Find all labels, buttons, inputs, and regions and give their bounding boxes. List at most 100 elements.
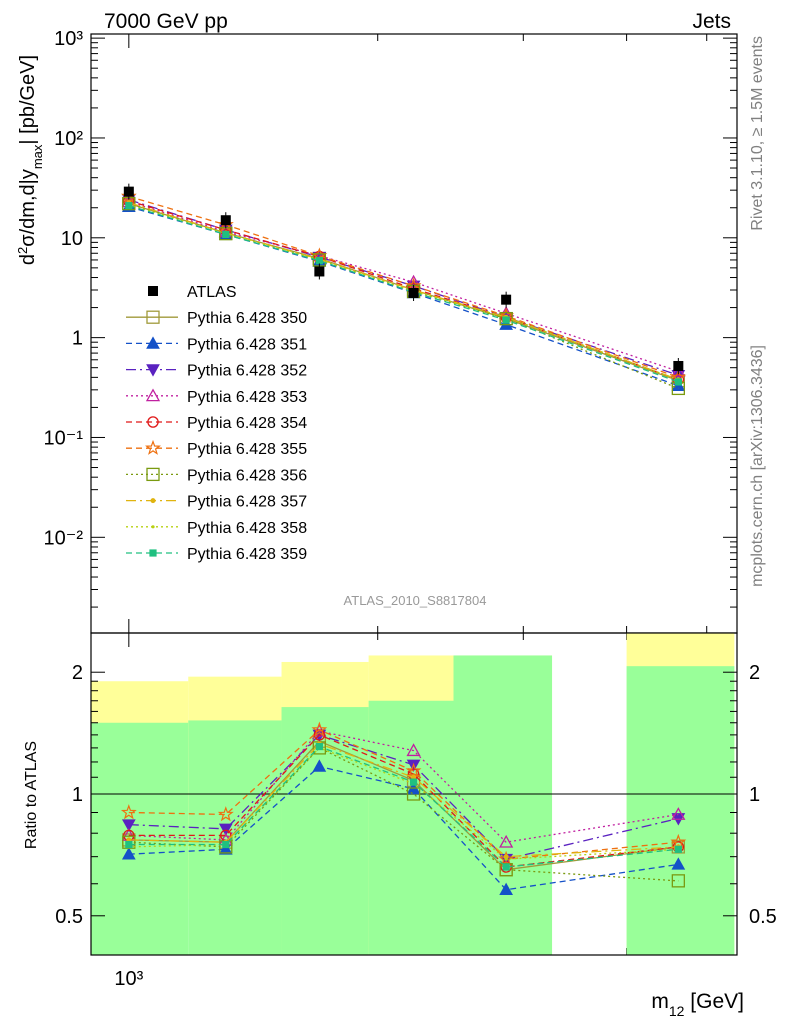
series-line	[128, 204, 679, 383]
ratio-line	[128, 743, 679, 858]
ratio-y-axis-label: Ratio to ATLAS	[23, 741, 40, 849]
collision-label: 7000 GeV pp	[104, 10, 228, 33]
data-point	[408, 287, 419, 298]
y-tick-label: 10⁻¹	[44, 427, 84, 449]
data-point	[217, 806, 234, 822]
data-point	[220, 215, 231, 226]
legend-label: Pythia 6.428 350	[187, 310, 307, 327]
data-point	[147, 416, 159, 428]
data-point	[218, 842, 233, 855]
ratio-y-tick-label-right: 2	[749, 662, 760, 684]
rivet-version-label: Rivet 3.1.10, ≥ 1.5M events	[749, 36, 766, 231]
data-point	[499, 882, 513, 896]
y-tick-label: 10	[61, 228, 83, 250]
ratio-line	[128, 745, 679, 868]
data-point	[120, 804, 137, 820]
data-point	[123, 186, 134, 197]
ratio-line	[128, 730, 679, 843]
ratio-line	[128, 747, 679, 882]
legend-label: Pythia 6.428 352	[187, 363, 307, 380]
data-point	[315, 742, 323, 751]
data-point	[149, 549, 157, 557]
legend-label: ATLAS	[187, 284, 237, 301]
ratio-y-tick-label: 0.5	[55, 906, 83, 928]
main-frame	[90, 33, 738, 634]
data-point	[150, 498, 156, 504]
legend-label: Pythia 6.428 353	[187, 389, 307, 406]
data-point	[121, 819, 136, 832]
y-tick-label: 1	[72, 328, 83, 350]
data-point	[312, 759, 327, 772]
data-point	[146, 310, 160, 324]
data-point	[501, 294, 512, 305]
legend-label: Pythia 6.428 351	[187, 336, 307, 353]
data-point	[315, 257, 323, 265]
legend-label: Pythia 6.428 359	[187, 546, 307, 563]
series-line	[128, 201, 679, 381]
data-point	[125, 202, 133, 210]
data-point	[503, 854, 509, 860]
uncertainty-band-green	[626, 666, 735, 955]
main-y-axis-label: d2σ/dm,d|ymax| [pb/GeV]	[15, 55, 45, 265]
data-point	[498, 850, 515, 866]
data-point	[674, 845, 682, 853]
data-point	[222, 230, 230, 239]
data-point	[222, 840, 230, 849]
data-point	[499, 834, 514, 848]
y-tick-label: 10³	[54, 28, 83, 50]
data-point	[409, 778, 418, 786]
data-point	[218, 823, 233, 836]
ratio-y-tick-label: 1	[72, 784, 83, 806]
y-tick-label: 10²	[54, 128, 83, 150]
data-point	[502, 316, 510, 324]
data-point	[671, 857, 686, 870]
series-line	[128, 195, 679, 379]
data-point	[673, 360, 684, 371]
data-point	[671, 807, 686, 820]
ratio-y-tick-label-right: 1	[749, 784, 760, 806]
ratio-line	[128, 734, 679, 860]
ratio-y-tick-label: 2	[72, 662, 83, 684]
uncertainty-band-green	[368, 700, 454, 955]
data-point	[406, 743, 421, 757]
data-point	[504, 857, 508, 861]
ratio-line	[128, 765, 679, 891]
data-point	[411, 774, 417, 780]
analysis-label: ATLAS_2010_S8817804	[344, 593, 487, 608]
data-point	[145, 439, 161, 455]
data-point	[148, 286, 158, 296]
legend-label: Pythia 6.428 356	[187, 467, 307, 484]
data-point	[406, 787, 421, 801]
data-point	[314, 266, 325, 277]
uncertainty-band-green	[453, 655, 553, 955]
data-point	[151, 525, 155, 529]
x-axis-label: m12 [GeV]	[651, 990, 744, 1019]
x-tick-label: 10³	[114, 968, 143, 990]
legend: ATLAS Pythia 6.428 350 Pythia 6.428 351 Pyt…	[126, 284, 307, 563]
data-point	[121, 847, 136, 860]
mcplots-source-label: mcplots.cern.ch [arXiv:1306.3436]	[749, 345, 766, 587]
ratio-line	[128, 729, 679, 860]
uncertainty-band-green	[91, 722, 189, 955]
y-tick-label: 10⁻²	[44, 527, 84, 549]
data-point	[311, 721, 328, 737]
ratio-y-tick-label-right: 0.5	[749, 906, 777, 928]
ratio-line	[128, 734, 679, 868]
process-label: Jets	[692, 10, 731, 33]
data-point	[145, 388, 161, 402]
data-point	[499, 311, 513, 326]
data-point	[671, 874, 685, 888]
legend-label: Pythia 6.428 355	[187, 441, 307, 458]
ratio-panel: 0.5 0.5 1 1 2 2 10³	[55, 632, 777, 990]
legend-label: Pythia 6.428 354	[187, 415, 307, 432]
legend-label: Pythia 6.428 357	[187, 494, 307, 511]
data-point	[146, 336, 160, 349]
data-point	[146, 364, 160, 377]
data-point	[146, 467, 160, 482]
data-point	[674, 378, 682, 386]
data-point	[125, 840, 133, 849]
data-point	[502, 863, 510, 871]
legend-label: Pythia 6.428 358	[187, 520, 307, 537]
data-point	[405, 762, 422, 778]
